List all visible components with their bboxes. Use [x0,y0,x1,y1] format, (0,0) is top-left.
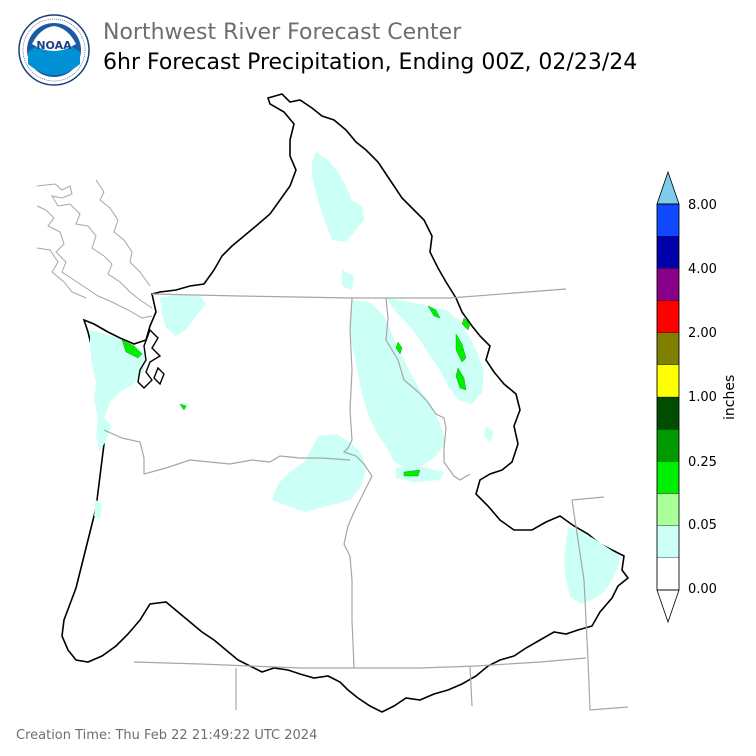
colorbar-block [656,364,680,398]
colorbar-block [656,236,680,269]
colorbar-block [656,429,680,462]
product-title: 6hr Forecast Precipitation, Ending 00Z, … [103,50,638,75]
colorbar-tick-3: 1.00 [688,390,717,405]
colorbar-tick-1: 0.05 [688,518,717,533]
svg-text:NOAA: NOAA [36,39,72,52]
colorbar-block [656,300,680,333]
colorbar-block [656,268,680,301]
colorbar-block [656,525,680,558]
noaa-logo: NOAA [18,14,90,86]
colorbar-block [656,203,680,237]
colorbar-bottom-arrow [656,589,680,624]
colorbar-tick-6: 8.00 [688,198,717,213]
agency-title: Northwest River Forecast Center [103,20,462,45]
colorbar-block [656,493,680,526]
colorbar-tick-2: 0.25 [688,455,717,470]
colorbar-block [656,332,680,365]
puget-sound-coast [137,328,165,389]
colorbar-tick-5: 4.00 [688,262,717,277]
creation-time: Creation Time: Thu Feb 22 21:49:22 UTC 2… [16,728,318,743]
basin-boundary [61,93,630,713]
colorbar-unit-label: inches [722,374,738,420]
colorbar-block [656,396,680,430]
state-borders [103,288,629,711]
colorbar-top-arrow [656,170,680,205]
bc-coastline [36,179,153,319]
colorbar-block [656,557,680,591]
colorbar-block [656,461,680,494]
colorbar-tick-4: 2.00 [688,326,717,341]
precip-moderate [121,305,471,477]
colorbar-tick-0: 0.00 [688,582,717,597]
